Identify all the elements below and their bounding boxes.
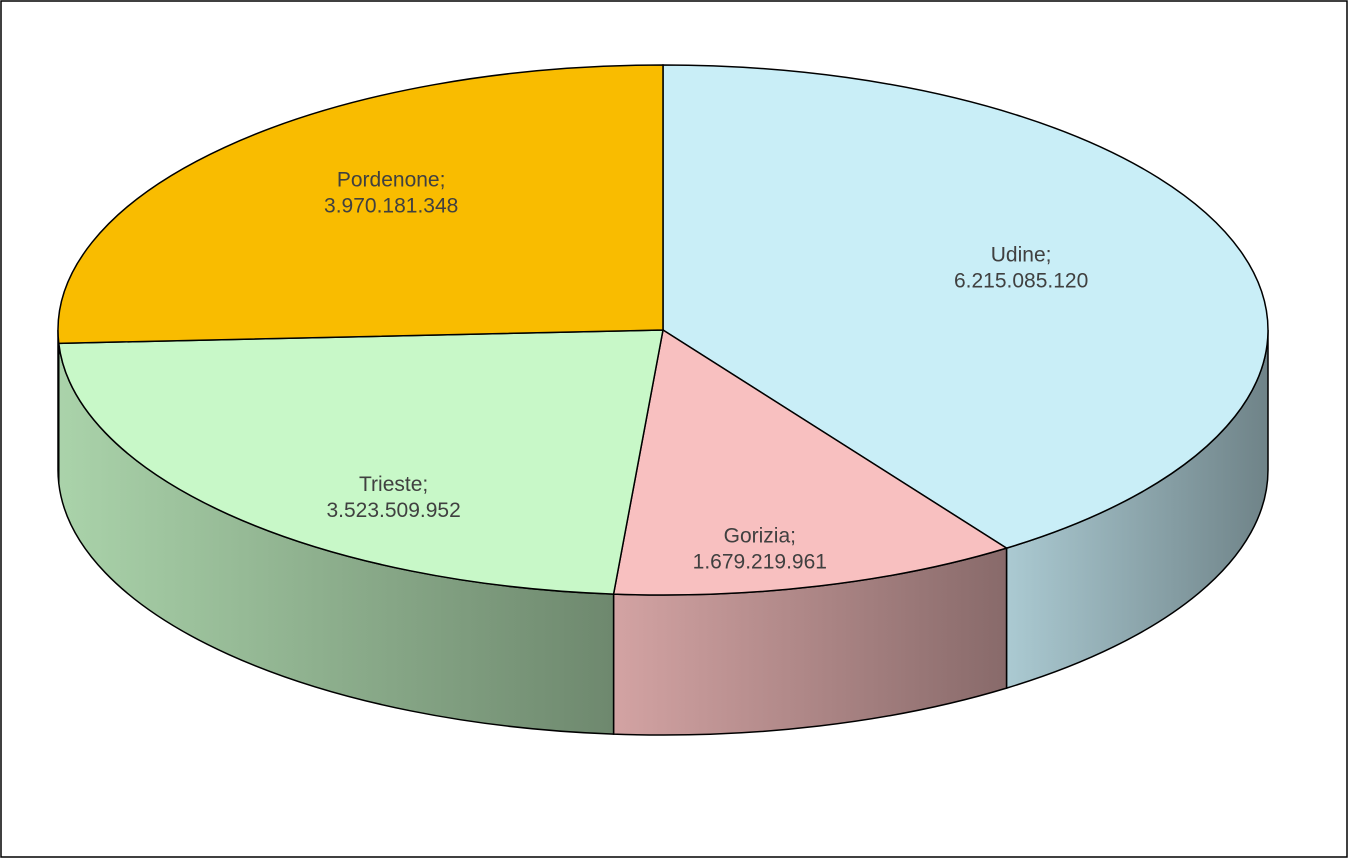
slice <box>612 328 1009 596</box>
label-category: Gorizia <box>724 524 791 547</box>
label-category: Trieste <box>359 473 422 496</box>
slice <box>57 329 664 595</box>
label-value: 3.523.509.952 <box>326 499 460 522</box>
label-separator: ; <box>440 169 446 192</box>
label-separator: ; <box>790 524 796 547</box>
data-label: Trieste; 3.523.509.952 <box>326 473 460 522</box>
data-label: Udine; 6.215.085.120 <box>954 243 1088 292</box>
slice-side <box>57 329 60 484</box>
label-value: 3.970.181.348 <box>324 195 458 218</box>
label-separator: ; <box>422 473 428 496</box>
label-separator: ; <box>1046 243 1052 266</box>
label-value: 1.679.219.961 <box>693 550 827 573</box>
data-label: Pordenone; 3.970.181.348 <box>324 169 458 218</box>
slice <box>57 64 664 345</box>
data-label: Gorizia; 1.679.219.961 <box>693 524 827 573</box>
slice <box>662 64 1269 549</box>
label-category: Udine <box>991 243 1046 266</box>
label-category: Pordenone <box>337 169 440 192</box>
label-value: 6.215.085.120 <box>954 269 1088 292</box>
